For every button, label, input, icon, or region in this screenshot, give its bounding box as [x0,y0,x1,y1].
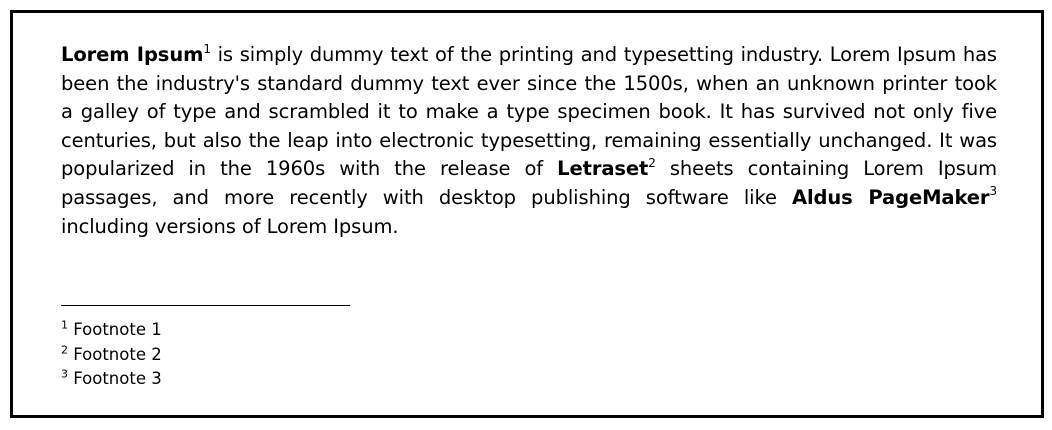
footnote-text-3: Footnote 3 [68,369,162,388]
footnote-ref-3[interactable]: 3 [989,184,997,199]
paragraph-text-1: is simply dummy text of the printing and… [61,43,997,181]
footnote-item-2: 2 Footnote 2 [61,343,162,368]
term-lorem-ipsum: Lorem Ipsum [61,43,204,66]
term-letraset: Letraset [557,157,649,181]
paragraph-text-2: sheets containing Lorem Ipsum passages, … [61,157,997,209]
footnote-text-2: Footnote 2 [68,344,162,364]
footnote-marker-1: 1 [61,318,68,332]
footnote-item-1: 1 Footnote 1 [61,318,162,343]
footnote-item-3: 3 Footnote 3 [61,367,162,392]
footnote-marker-2: 2 [61,343,68,356]
footnote-text-1: Footnote 1 [68,320,162,339]
footnote-separator [61,305,350,306]
document-frame: Lorem Ipsum1 is simply dummy text of the… [10,10,1044,418]
paragraph-text-3: including versions of Lorem Ipsum. [61,214,399,238]
footnote-ref-2[interactable]: 2 [648,155,656,170]
footnote-ref-1[interactable]: 1 [203,41,211,56]
body-paragraph: Lorem Ipsum1 is simply dummy text of the… [61,41,997,241]
term-aldus-pagemaker: Aldus PageMaker [791,185,990,209]
footnote-list: 1 Footnote 1 2 Footnote 2 3 Footnote 3 [61,318,162,392]
footnote-marker-3: 3 [61,367,68,381]
